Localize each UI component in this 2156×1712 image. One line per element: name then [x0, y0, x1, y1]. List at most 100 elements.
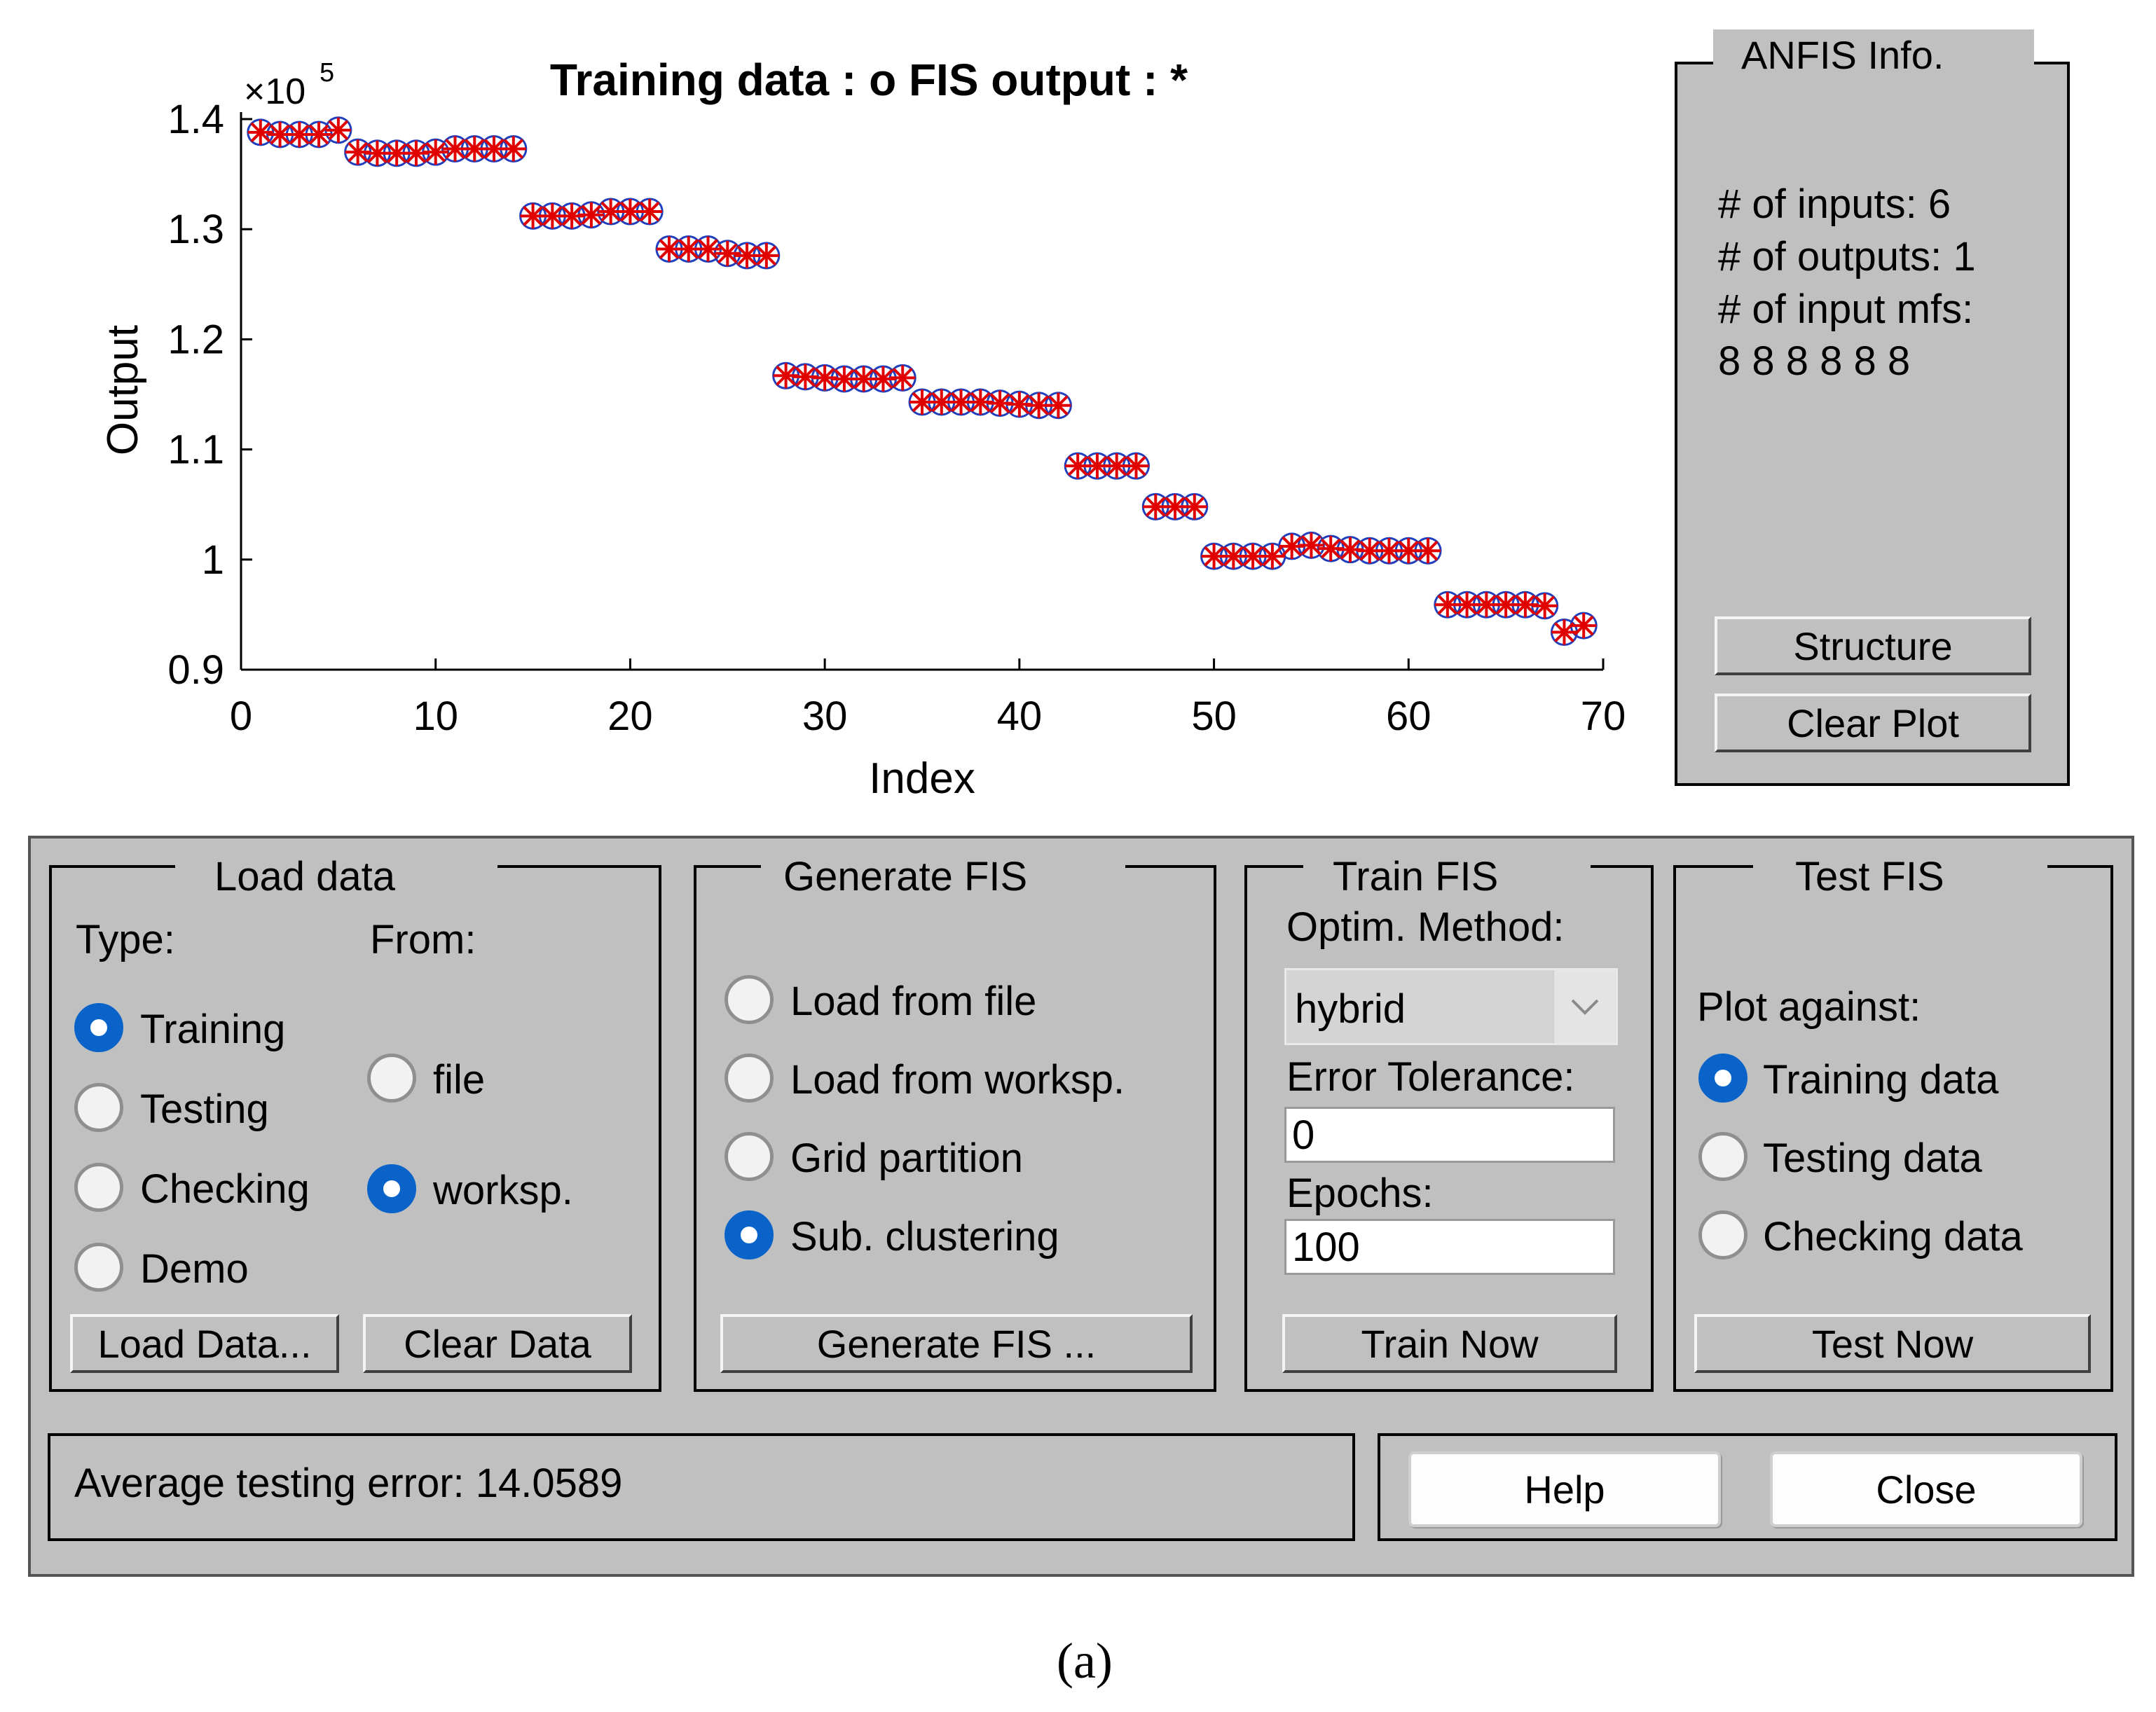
radio-plot-checking[interactable]	[1698, 1210, 1748, 1259]
radio-testing-label: Testing	[140, 1086, 269, 1132]
star-stroke	[931, 392, 952, 413]
x-tick-label: 60	[1386, 693, 1431, 739]
fis-output-point	[442, 136, 468, 162]
error-tolerance-input[interactable]: 0	[1284, 1107, 1615, 1163]
y-multiplier: ×10	[244, 71, 305, 112]
anfis-info-title: ANFIS Info.	[1741, 33, 1944, 77]
x-tick-label: 0	[230, 693, 252, 739]
star-stroke	[970, 392, 991, 413]
star-stroke	[1495, 594, 1516, 615]
train-now-button[interactable]: Train Now	[1282, 1314, 1617, 1373]
fis-output-point	[423, 139, 448, 165]
star-stroke	[1573, 615, 1594, 636]
load-data-button[interactable]: Load Data...	[70, 1314, 339, 1373]
y-multiplier-exponent: 5	[320, 58, 334, 88]
plot-text: 0 10 20 30 40 50 60 70 0.9 1 1.1 1.2 1.3 1.4 ×10 5 Train…	[99, 55, 1626, 803]
radio-sub-clustering[interactable]	[725, 1210, 774, 1259]
radio-load-from-file[interactable]	[725, 975, 774, 1024]
y-tick-label: 1.4	[167, 97, 224, 142]
x-tick-label: 40	[997, 693, 1043, 739]
star-stroke	[736, 245, 757, 266]
x-tick-label: 10	[413, 693, 458, 739]
star-stroke	[542, 205, 563, 226]
star-stroke	[853, 368, 874, 389]
star-stroke	[776, 365, 796, 386]
plot-marks	[247, 116, 1598, 647]
star-stroke	[308, 124, 329, 145]
star-stroke	[581, 205, 602, 226]
star-stroke	[1223, 546, 1244, 567]
fis-output-point	[637, 199, 663, 225]
radio-plot-testing[interactable]	[1698, 1132, 1748, 1181]
star-stroke	[717, 243, 738, 264]
fis-output-point	[1104, 453, 1130, 479]
star-stroke	[1282, 536, 1303, 557]
fis-output-point	[1045, 392, 1071, 418]
radio-testing[interactable]	[74, 1083, 123, 1132]
fis-output-point	[1532, 593, 1558, 619]
radio-grid-partition[interactable]	[725, 1132, 774, 1181]
plot-against-label: Plot against:	[1697, 984, 1921, 1030]
fis-output-point	[1143, 494, 1169, 520]
star-stroke	[1048, 395, 1069, 416]
fis-output-point	[1493, 592, 1519, 618]
fis-output-point	[1201, 544, 1227, 569]
star-stroke	[406, 143, 427, 164]
y-tick-label: 1.2	[167, 317, 224, 362]
fis-output-point	[890, 365, 916, 391]
star-stroke	[795, 366, 816, 387]
x-tick-label: 70	[1581, 693, 1626, 739]
fis-output-point	[481, 136, 507, 162]
radio-checking[interactable]	[74, 1163, 123, 1212]
fis-output-point	[831, 366, 857, 392]
star-stroke	[1067, 455, 1088, 476]
fis-output-point	[1181, 494, 1207, 520]
star-stroke	[659, 239, 680, 259]
x-tick-label: 30	[802, 693, 848, 739]
radio-load-from-worksp[interactable]	[725, 1054, 774, 1103]
radio-from-worksp[interactable]	[367, 1164, 416, 1213]
fis-output-point	[247, 119, 273, 145]
epochs-input[interactable]: 100	[1284, 1219, 1615, 1275]
structure-button[interactable]: Structure	[1715, 616, 2031, 675]
fis-output-point	[715, 240, 741, 266]
star-stroke	[503, 139, 524, 159]
test-fis-title: Test FIS	[1795, 854, 1944, 899]
clear-plot-button[interactable]: Clear Plot	[1715, 693, 2031, 752]
chevron-down-icon[interactable]	[1553, 970, 1616, 1043]
test-now-button[interactable]: Test Now	[1694, 1314, 2091, 1373]
help-button[interactable]: Help	[1408, 1451, 1721, 1527]
star-stroke	[1204, 546, 1224, 567]
fis-output-point	[675, 236, 701, 262]
star-stroke	[1029, 395, 1050, 416]
star-stroke	[1009, 394, 1030, 415]
from-label: From:	[370, 917, 476, 962]
radio-demo-label: Demo	[140, 1246, 249, 1292]
radio-training[interactable]	[74, 1003, 123, 1052]
star-stroke	[1554, 622, 1574, 642]
star-stroke	[639, 201, 660, 222]
star-stroke	[1126, 455, 1146, 476]
generate-fis-button[interactable]: Generate FIS ...	[720, 1314, 1193, 1373]
star-stroke	[1515, 594, 1536, 615]
radio-demo[interactable]	[74, 1243, 123, 1292]
fis-output-point	[1357, 538, 1382, 564]
output-plot: 0 10 20 30 40 50 60 70 0.9 1 1.1 1.2 1.3 1.4 ×10 5 Train…	[99, 55, 1626, 803]
radio-plot-training[interactable]	[1698, 1054, 1748, 1103]
radio-grid-partition-label: Grid partition	[790, 1135, 1024, 1181]
clear-data-button[interactable]: Clear Data	[363, 1314, 632, 1373]
info-input-mfs: # of input mfs:	[1718, 287, 1974, 332]
radio-plot-checking-label: Checking data	[1763, 1214, 2023, 1259]
optim-method-select[interactable]: hybrid	[1284, 968, 1618, 1045]
fis-output-point	[1240, 544, 1266, 569]
star-stroke	[1340, 539, 1361, 560]
radio-from-file[interactable]	[367, 1054, 416, 1103]
star-stroke	[1320, 538, 1341, 559]
generate-fis-group	[694, 865, 1216, 1392]
fis-output-point	[500, 136, 526, 162]
star-stroke	[1262, 546, 1283, 567]
fis-output-point	[851, 366, 877, 392]
status-text: Average testing error: 14.0589	[74, 1461, 623, 1506]
y-axis-label: Output	[99, 325, 147, 455]
close-button[interactable]: Close	[1770, 1451, 2082, 1527]
